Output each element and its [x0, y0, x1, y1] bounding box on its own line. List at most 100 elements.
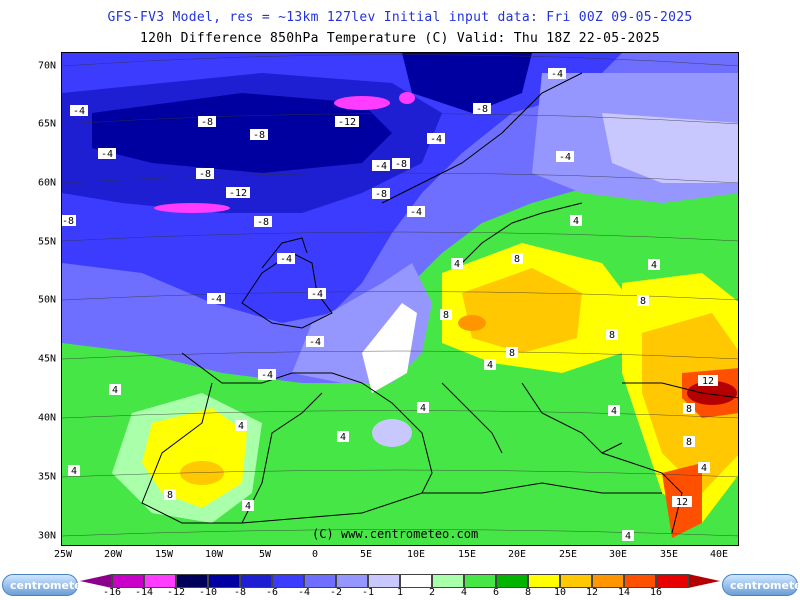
svg-text:4: 4: [340, 432, 346, 443]
svg-text:4: 4: [112, 385, 118, 396]
lon-label-20e: 20E: [507, 549, 527, 560]
contour-label: 12: [672, 496, 692, 508]
legend-swatch: [208, 574, 240, 588]
legend-swatch: [592, 574, 624, 588]
iberia-orange-core: [180, 461, 224, 485]
contour-label: 4: [109, 384, 121, 396]
svg-text:-8: -8: [375, 189, 387, 200]
contour-label: 4: [484, 359, 496, 371]
contour-label: -8: [392, 158, 410, 170]
legend-swatch: [656, 574, 688, 588]
legend-swatch: [304, 574, 336, 588]
lon-label-30e: 30E: [608, 549, 628, 560]
svg-text:-8: -8: [62, 216, 74, 227]
svg-text:-8: -8: [395, 159, 407, 170]
contour-label: -12: [335, 116, 359, 128]
contour-label: 4: [235, 420, 247, 432]
legend-tick-label: 1: [396, 587, 404, 598]
legend-swatch: [144, 574, 176, 588]
legend-swatch: [432, 574, 464, 588]
contour-label: 8: [606, 329, 618, 341]
lat-label-30n: 30N: [37, 530, 56, 542]
contour-label: 4: [540, 386, 552, 398]
lat-label-55n: 55N: [37, 236, 56, 248]
svg-text:8: 8: [686, 404, 692, 415]
contour-label: -4: [407, 206, 425, 218]
contour-label: 4: [698, 462, 710, 474]
contour-label: -4: [308, 288, 326, 300]
legend-tick-label: -6: [265, 587, 279, 598]
cold-extreme-blob-2: [399, 92, 415, 104]
svg-text:-8: -8: [199, 169, 211, 180]
centrometeo-logo-right[interactable]: centrometeo: [722, 574, 800, 596]
svg-text:4: 4: [454, 259, 460, 270]
lon-label-40e: 40E: [709, 549, 729, 560]
legend-swatch: [176, 574, 208, 588]
legend-tick-label: -2: [329, 587, 343, 598]
legend-swatch: [496, 574, 528, 588]
svg-text:-4: -4: [559, 152, 571, 163]
central-europe-core: [458, 315, 486, 331]
svg-text:12: 12: [702, 376, 714, 387]
copyright-text: (C) www.centrometeo.com: [312, 527, 479, 541]
contour-label: -8: [372, 188, 390, 200]
lon-label-15e: 15E: [457, 549, 477, 560]
legend-tick-label: -16: [102, 587, 122, 598]
lon-label-25w: 25W: [53, 549, 73, 560]
contour-label: -4: [98, 148, 116, 160]
contour-label: 8: [683, 403, 695, 415]
legend-tick-label: -12: [166, 587, 186, 598]
svg-text:4: 4: [420, 403, 426, 414]
svg-text:-4: -4: [311, 289, 323, 300]
map-panel: -4 -8 -12 -8 -8 -4 -8 -12 -8 -4 -4 -8 -8…: [61, 52, 739, 546]
legend-swatch: [688, 574, 720, 588]
legend-swatch: [464, 574, 496, 588]
lon-label-5e: 5E: [359, 549, 373, 560]
cold-extreme-blob-3: [154, 203, 230, 213]
svg-text:8: 8: [609, 330, 615, 341]
svg-text:-4: -4: [309, 337, 321, 348]
svg-text:8: 8: [686, 437, 692, 448]
contour-label: 4: [652, 405, 664, 417]
contour-label: 12: [698, 375, 718, 387]
legend-tick-label: 10: [553, 587, 567, 598]
lat-label-35n: 35N: [37, 471, 56, 483]
legend-swatch: [272, 574, 304, 588]
lon-label-25e: 25E: [558, 549, 578, 560]
coastlines: [141, 72, 738, 534]
contour-label: -4: [207, 293, 225, 305]
svg-text:4: 4: [245, 501, 251, 512]
svg-text:8: 8: [514, 254, 520, 265]
contour-label: -4: [277, 253, 295, 265]
legend-tick-label: -8: [233, 587, 247, 598]
svg-text:-4: -4: [430, 134, 442, 145]
contour-label: 8: [648, 543, 660, 546]
contour-label: -8: [250, 129, 268, 141]
lon-label-10e: 10E: [406, 549, 426, 560]
svg-text:12: 12: [676, 497, 688, 508]
field-title: 120h Difference 850hPa Temperature (C) V…: [139, 31, 661, 46]
legend-tick-label: 6: [492, 587, 500, 598]
svg-text:-4: -4: [280, 254, 292, 265]
svg-text:-4: -4: [375, 161, 387, 172]
contour-label: 4: [570, 215, 582, 227]
contour-label: -4: [258, 369, 276, 381]
contour-label: 4: [622, 530, 634, 542]
svg-text:4: 4: [238, 421, 244, 432]
contour-label: -4: [70, 105, 88, 117]
legend-tick-label: -14: [134, 587, 154, 598]
iberia-yellow: [142, 408, 247, 508]
legend-tick-label: 8: [524, 587, 532, 598]
svg-text:-12: -12: [338, 117, 356, 128]
contour-label: -8: [62, 215, 76, 227]
contour-label: -8: [196, 168, 214, 180]
centrometeo-logo-left[interactable]: centrometeo: [2, 574, 89, 596]
svg-text:4: 4: [611, 406, 617, 417]
contour-label: 4: [608, 405, 620, 417]
svg-text:8: 8: [167, 490, 173, 501]
east-hot-core: [687, 381, 737, 405]
legend-swatch: [624, 574, 656, 588]
legend-swatch: [240, 574, 272, 588]
legend-swatch: [528, 574, 560, 588]
contour-label: 8: [683, 436, 695, 448]
